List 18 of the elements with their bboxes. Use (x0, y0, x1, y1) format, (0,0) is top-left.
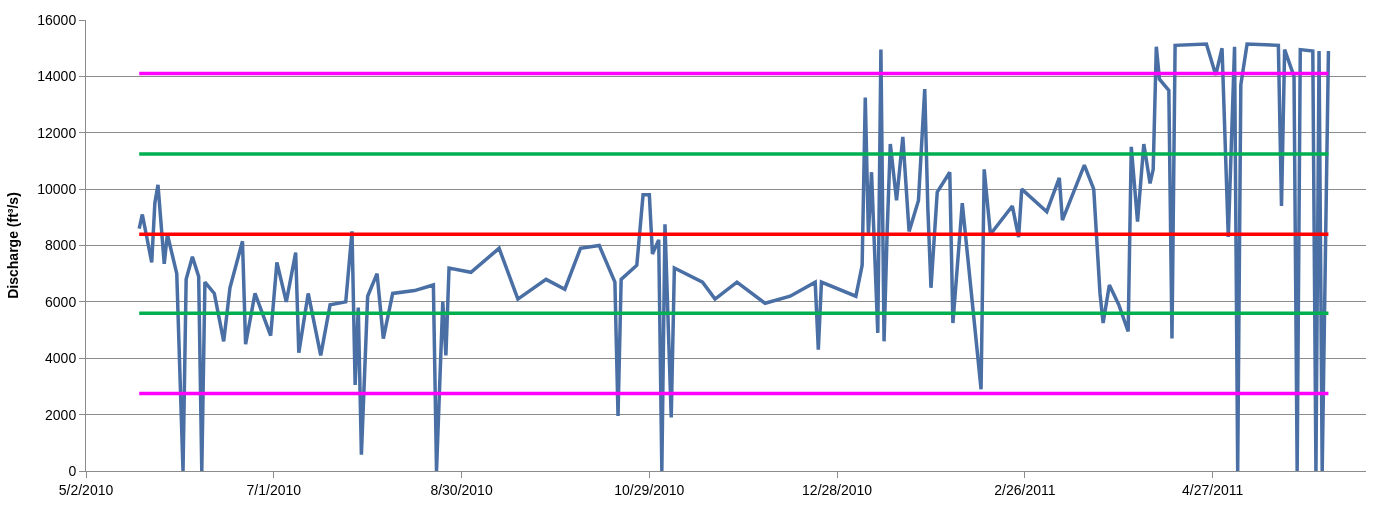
x-tick-label: 12/28/2010 (802, 481, 873, 498)
y-tick-label: 4000 (45, 350, 77, 367)
x-tick-label: 5/2/2010 (58, 481, 114, 498)
y-tick-label: 10000 (37, 181, 77, 198)
y-axis-title: Discharge (ft³/s) (4, 192, 21, 299)
line-series (137, 42, 1331, 471)
y-tick-label: 6000 (45, 293, 77, 310)
x-tick-label: 8/30/2010 (430, 481, 493, 498)
y-tick-label: 8000 (45, 237, 77, 254)
x-tick-label: 7/1/2010 (246, 481, 302, 498)
x-tick-label: 10/29/2010 (614, 481, 685, 498)
y-tick-label: 2000 (45, 406, 77, 423)
x-tick-label: 2/26/2011 (994, 481, 1056, 498)
x-tick-label: 4/27/2011 (1182, 481, 1244, 498)
y-tick-label: 0 (68, 462, 77, 479)
y-tick-label: 16000 (37, 11, 77, 28)
y-tick-label: 12000 (37, 124, 77, 141)
y-tick-label: 14000 (37, 68, 77, 85)
